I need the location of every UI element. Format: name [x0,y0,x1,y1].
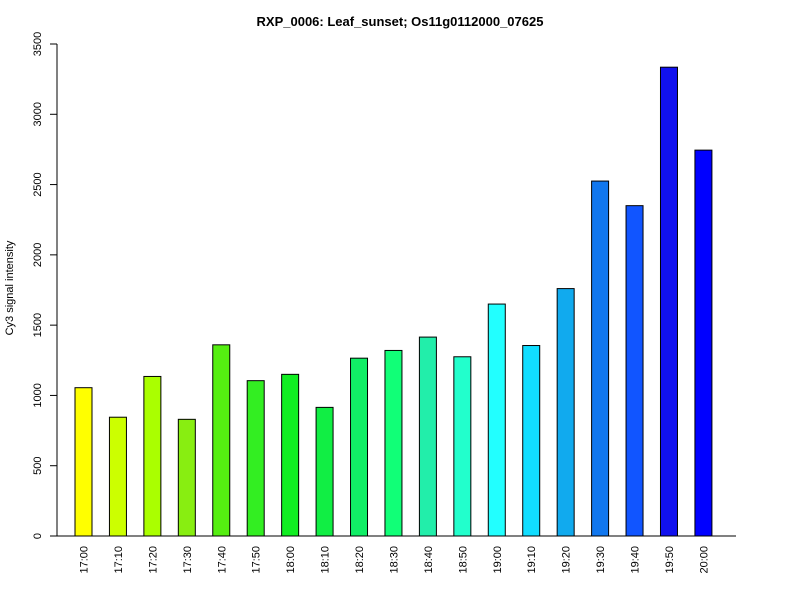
bar-1930 [591,180,610,537]
x-tick-label: 19:50 [664,546,676,574]
x-tick-label: 18:40 [423,546,435,574]
x-tick-label: 19:30 [595,546,607,574]
bar-1820 [350,357,369,537]
bar-1720 [143,375,162,537]
x-tick-label: 18:50 [457,546,469,574]
bar-1910 [522,345,541,537]
y-tick-label: 500 [32,457,44,475]
x-tick-label: 19:20 [561,546,573,574]
x-tick-label: 19:40 [630,546,642,574]
y-tick-label: 3000 [32,102,44,126]
bar-1810 [315,406,334,537]
bar-1940 [625,205,644,537]
y-tick-label: 2500 [32,172,44,196]
x-tick-label: 18:10 [320,546,332,574]
x-tick-label: 18:30 [388,546,400,574]
x-axis-tick-labels: 17:00 17:10 17:20 17:30 17:40 17:50 18:00 18:10… [79,546,711,574]
chart-title: RXP_0006: Leaf_sunset; Os11g0112000_0762… [257,14,544,29]
x-tick-label: 17:10 [113,546,125,574]
y-tick-label: 1000 [32,383,44,407]
x-tick-label: 18:20 [354,546,366,574]
x-tick-label: 17:30 [182,546,194,574]
bar-1750 [246,380,265,537]
bar-1700 [74,387,93,537]
x-tick-label: 17:40 [216,546,228,574]
bar-1830 [384,349,403,537]
y-axis-label: Cy3 signal intensity [4,240,16,335]
y-tick-label: 2000 [32,243,44,267]
bar-1730 [177,418,196,537]
bar-1900 [487,303,506,537]
bar-1710 [108,416,127,537]
x-tick-label: 18:00 [285,546,297,574]
x-tick-label: 17:20 [147,546,159,574]
bar-2000 [694,149,713,537]
bars-group [74,66,713,537]
y-tick-label: 3500 [32,32,44,56]
bar-1850 [453,356,472,537]
bar-1800 [281,373,300,537]
x-tick-label: 20:00 [698,546,710,574]
y-tick-label: 1500 [32,313,44,337]
bar-1920 [556,288,575,537]
y-axis-ticks: 0 500 1000 1500 2000 2500 3000 3500 [32,32,57,539]
x-tick-label: 17:50 [251,546,263,574]
bar-1950 [659,66,678,537]
x-tick-label: 19:10 [526,546,538,574]
bar-1740 [212,344,231,537]
x-tick-label: 19:00 [492,546,504,574]
y-tick-label: 0 [32,533,44,539]
bar-1840 [418,336,437,537]
x-tick-label: 17:00 [79,546,91,574]
